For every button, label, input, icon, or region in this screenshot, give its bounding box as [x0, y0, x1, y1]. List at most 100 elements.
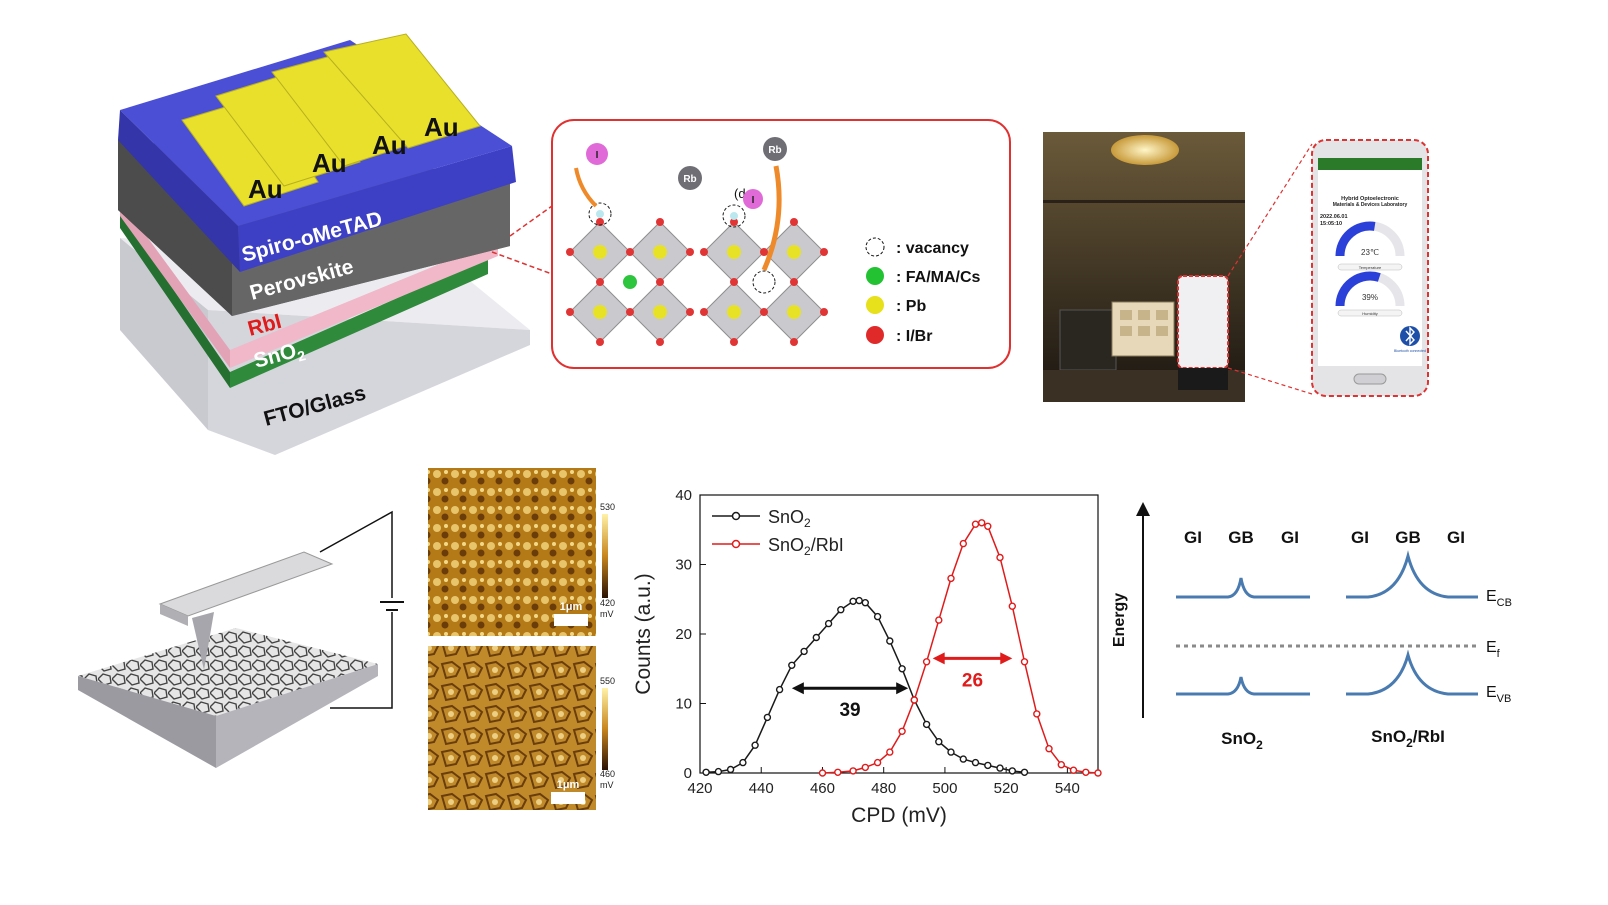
- series-line-1: [822, 522, 1099, 774]
- series-0-point-20: [935, 738, 943, 746]
- phone-zoom-line-top: [1227, 143, 1313, 277]
- legend-label-rbi-suffix: /RbI: [811, 535, 844, 555]
- series-0-point-21: [947, 748, 955, 756]
- humidity-name: Humidity: [1362, 311, 1378, 316]
- sno2-layer: [120, 212, 488, 388]
- humidity-value: 39%: [1362, 293, 1378, 302]
- circuit-wire-bottom: [330, 612, 393, 709]
- fwhm-arrowhead-right-1: [1000, 652, 1013, 665]
- series-0-point-2: [726, 765, 735, 774]
- legend-cation-label: : FA/MA/Cs: [896, 269, 981, 286]
- chart-annotations: 39 26: [791, 652, 1013, 721]
- kpfm-schematic: [78, 510, 404, 768]
- series-0-point-5: [763, 713, 772, 722]
- iodide-atom-2-label: I: [752, 195, 755, 206]
- series-1-point-7: [910, 696, 918, 704]
- x-tick-label-4: 500: [932, 780, 957, 797]
- series-0-point-12: [849, 597, 857, 605]
- series-0-point-14: [861, 599, 869, 607]
- colorbar-1-max: 530: [600, 502, 615, 512]
- device-stack: Au Au Au Au Spiro-oMeTAD Perovskite RbI …: [118, 33, 530, 455]
- right-vb-band: [1346, 649, 1478, 696]
- sno2-label-sub: 2: [296, 347, 308, 365]
- series-1-point-15: [996, 553, 1004, 562]
- series-0-point-11: [837, 606, 845, 614]
- colorbar-2: [602, 688, 608, 770]
- rubidium-atom-2: [763, 137, 787, 161]
- series-1-point-0: [818, 769, 827, 777]
- evb-base: E: [1486, 684, 1497, 701]
- y-tick-label-1: 10: [675, 696, 692, 713]
- series-0-point-15: [873, 612, 882, 621]
- chart-ticks: 420 440 460 480 500 520 540 0 10 20 30 40: [675, 487, 1080, 797]
- fwhm-label-0: 39: [839, 700, 860, 721]
- series-1-point-20: [1057, 761, 1066, 769]
- phone-title-line2: Materials & Devices Laboratory: [1333, 202, 1408, 208]
- perovskite-lattice-left: [566, 202, 694, 346]
- series-0-point-13: [855, 596, 863, 605]
- cantilever: [158, 551, 334, 617]
- right-col-gi-1: GI: [1351, 528, 1369, 547]
- colorbar-1-unit: mV: [600, 609, 614, 619]
- series-1-point-12: [971, 520, 980, 528]
- left-col-gi-1: GI: [1184, 528, 1202, 547]
- y-tick-label-4: 40: [675, 487, 692, 504]
- band-right-suffix: /RbI: [1413, 727, 1445, 746]
- chart-ylabel: Counts (a.u.): [632, 573, 655, 694]
- iodide-atom-2: [743, 189, 763, 209]
- series-0-point-0: [702, 768, 710, 776]
- series-1-point-23: [1094, 769, 1102, 777]
- series-1-point-3: [861, 763, 869, 772]
- series-1-point-11: [959, 539, 967, 548]
- phone-time: 15:05:10: [1320, 221, 1342, 227]
- scale-bar-2-label: 1μm: [557, 779, 580, 791]
- evb-label: EVB: [1486, 684, 1511, 705]
- iodide-atom-1-label: I: [596, 150, 599, 161]
- crystal-legend: : vacancy : FA/MA/Cs : Pb : I/Br: [865, 237, 981, 345]
- series-0-point-24: [984, 761, 992, 770]
- legend-pb-swatch: [866, 296, 884, 314]
- fwhm-label-1: 26: [962, 670, 983, 691]
- au-label-4: Au: [424, 112, 459, 142]
- series-1-point-21: [1069, 766, 1078, 774]
- legend-vacancy-swatch: [865, 237, 885, 257]
- series-1-point-16: [1008, 602, 1016, 610]
- chart-series: [702, 519, 1102, 777]
- y-tick-label-3: 30: [675, 557, 692, 574]
- band-panel-label-left: SnO2: [1221, 729, 1263, 752]
- left-col-gb: GB: [1228, 528, 1254, 547]
- colorbar-2-min: 460: [600, 769, 615, 779]
- series-1-point-8: [922, 658, 931, 666]
- series-1-point-6: [898, 727, 906, 735]
- small-phone: [1177, 275, 1229, 369]
- series-0-point-27: [1020, 768, 1029, 776]
- lamp-bulb: [1111, 135, 1179, 165]
- legend-label-sno2-rbi: SnO2/RbI: [768, 535, 844, 558]
- phone-title-line1: Hybrid Optoelectronic: [1341, 196, 1399, 202]
- crystal-inset: I Rb Rb (d I : vacancy : FA/MA/Cs : Pb :…: [551, 119, 1011, 369]
- band-left-sub: 2: [1256, 738, 1263, 752]
- phone-home-button: [1353, 373, 1387, 385]
- colorbar-2-max: 550: [600, 676, 615, 686]
- scale-bar-1-label: 1μm: [560, 601, 583, 613]
- vacancy-marker-3: [752, 270, 776, 294]
- series-0-point-17: [898, 665, 906, 673]
- colorbar-1-min: 420: [600, 598, 615, 608]
- series-1-point-2: [849, 767, 857, 775]
- band-diagram: Energy GI GB GI GI GB GI ECB Ef EVB SnO2…: [1111, 502, 1512, 752]
- cpd-chart: 420 440 460 480 500 520 540 0 10 20 30 40 39 26 CPD …: [632, 487, 1102, 827]
- au-label-2: Au: [312, 148, 347, 178]
- ecb-sub: CB: [1497, 597, 1512, 609]
- au-electrode-4: [323, 33, 481, 149]
- chamber-photo: [1043, 132, 1245, 402]
- iodide-atom-1: [586, 143, 608, 165]
- series-0-point-25: [996, 764, 1004, 772]
- bluetooth-label: Bluetooth connected: [1394, 349, 1426, 353]
- humidity-gauge-fill: [1335, 271, 1381, 307]
- x-tick-label-1: 440: [749, 780, 774, 797]
- right-col-gi-2: GI: [1447, 528, 1465, 547]
- series-0-point-23: [971, 758, 980, 767]
- x-tick-label-0: 420: [687, 780, 712, 797]
- energy-axis-arrowhead: [1136, 502, 1150, 516]
